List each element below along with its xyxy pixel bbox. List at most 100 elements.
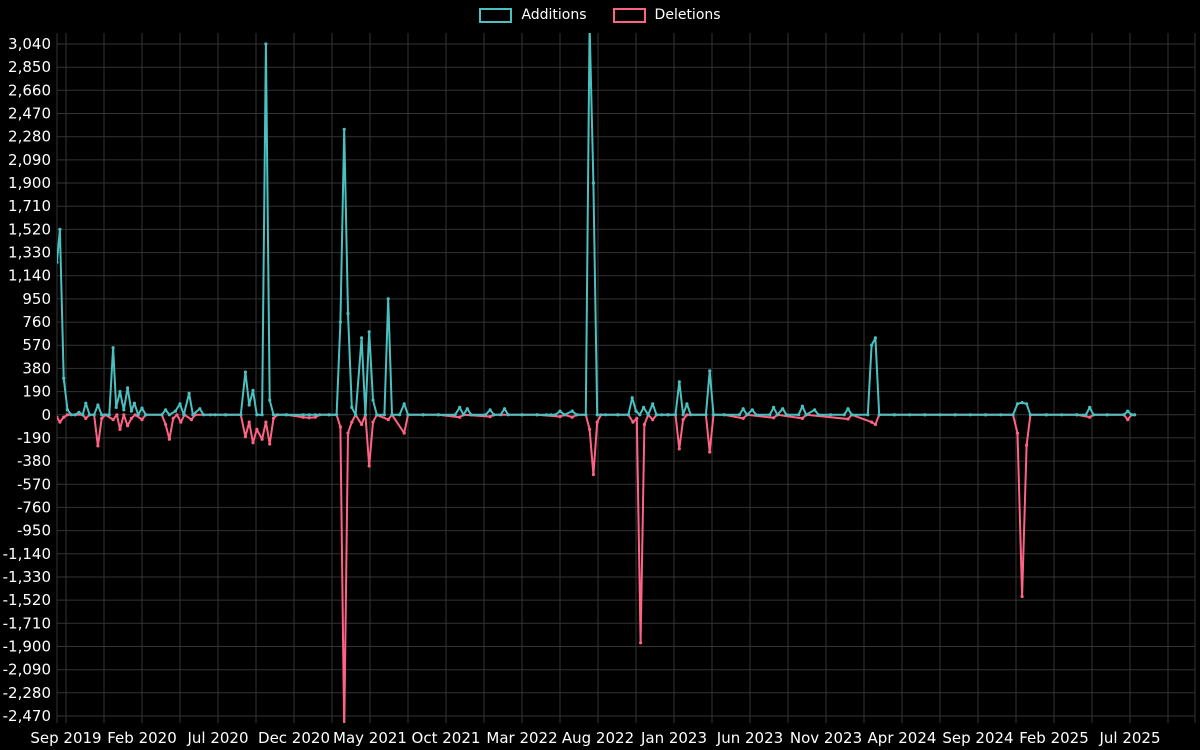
x-tick-label: Dec 2020 xyxy=(258,729,330,747)
data-point-additions xyxy=(132,401,136,405)
data-point-additions xyxy=(335,413,339,417)
data-point-additions xyxy=(563,413,567,417)
y-tick-label: 1,710 xyxy=(8,197,51,215)
data-point-additions xyxy=(363,413,367,417)
data-point-additions xyxy=(850,413,854,417)
data-point-additions xyxy=(436,413,440,417)
data-point-additions xyxy=(88,413,92,417)
data-point-additions xyxy=(1044,413,1048,417)
data-point-additions xyxy=(634,409,638,413)
data-point-additions xyxy=(722,413,726,417)
data-point-additions xyxy=(502,407,507,411)
y-tick-label: -1,710 xyxy=(3,614,51,632)
data-point-additions xyxy=(591,181,596,185)
data-point-additions xyxy=(284,413,288,417)
y-tick-label: 2,470 xyxy=(8,105,51,123)
y-tick-label: 1,520 xyxy=(8,220,51,238)
data-point-additions xyxy=(338,320,342,324)
data-point-additions xyxy=(953,413,957,417)
data-point-deletions xyxy=(371,420,375,424)
deletions-legend-label: Deletions xyxy=(654,7,721,23)
data-point-additions xyxy=(800,404,805,408)
data-point-additions xyxy=(461,413,466,417)
data-point-deletions xyxy=(57,415,59,419)
data-point-additions xyxy=(737,413,742,417)
data-point-deletions xyxy=(264,420,268,424)
data-point-deletions xyxy=(1020,594,1024,599)
x-tick-label: Mar 2022 xyxy=(486,729,557,747)
data-point-deletions xyxy=(367,464,371,468)
data-point-deletions xyxy=(642,422,647,427)
data-point-additions xyxy=(873,336,878,340)
data-point-additions xyxy=(350,405,354,409)
data-point-additions xyxy=(58,227,62,231)
data-point-deletions xyxy=(247,420,251,424)
data-point-additions xyxy=(84,401,88,405)
x-tick-label: Sep 2019 xyxy=(30,729,101,747)
data-point-additions xyxy=(492,413,496,417)
data-point-additions xyxy=(704,413,708,417)
data-point-deletions xyxy=(1088,415,1092,419)
x-tick-label: Jan 2023 xyxy=(640,729,707,747)
data-point-additions xyxy=(584,413,588,417)
data-point-additions xyxy=(1025,402,1029,406)
y-tick-label: 190 xyxy=(22,383,51,401)
x-tick-label: Oct 2021 xyxy=(412,729,481,747)
data-point-additions xyxy=(520,413,524,417)
data-point-deletions xyxy=(271,416,276,420)
data-point-deletions xyxy=(301,415,305,419)
data-point-deletions xyxy=(1015,431,1020,435)
data-point-deletions xyxy=(167,437,171,441)
data-point-additions xyxy=(745,413,749,417)
legend-item-additions[interactable]: Additions xyxy=(479,7,587,23)
data-point-additions xyxy=(750,408,754,412)
y-tick-label: -1,330 xyxy=(3,568,51,586)
data-point-deletions xyxy=(179,420,183,424)
data-point-deletions xyxy=(588,427,592,431)
data-point-additions xyxy=(923,413,927,417)
y-tick-label: -2,280 xyxy=(3,684,51,702)
data-point-additions xyxy=(57,260,59,264)
data-point-additions xyxy=(301,413,305,417)
y-tick-label: 1,330 xyxy=(8,244,51,262)
data-point-additions xyxy=(173,409,177,413)
data-point-additions xyxy=(968,413,973,417)
data-point-deletions xyxy=(251,441,255,445)
data-point-additions xyxy=(453,413,457,417)
data-point-additions xyxy=(892,413,897,417)
data-point-additions xyxy=(866,413,870,417)
data-point-deletions xyxy=(1126,418,1130,422)
data-point-additions xyxy=(558,409,562,413)
data-point-additions xyxy=(92,413,96,417)
data-point-additions xyxy=(870,343,874,347)
data-point-additions xyxy=(360,336,364,340)
legend-item-deletions[interactable]: Deletions xyxy=(612,7,721,23)
x-tick-label: Jun 2023 xyxy=(716,729,783,747)
data-point-deletions xyxy=(386,418,390,422)
data-point-deletions xyxy=(164,422,168,427)
chart-legend: Additions Deletions xyxy=(0,7,1200,23)
data-point-deletions xyxy=(129,416,133,420)
data-point-additions xyxy=(781,407,785,411)
data-point-additions xyxy=(570,409,574,413)
data-point-additions xyxy=(1126,409,1130,413)
data-point-additions xyxy=(553,413,558,417)
data-point-additions xyxy=(191,413,195,417)
data-point-additions xyxy=(224,413,228,417)
data-point-deletions xyxy=(243,435,247,439)
data-point-additions xyxy=(390,413,394,417)
data-point-additions xyxy=(741,407,745,411)
data-point-deletions xyxy=(338,425,342,429)
x-tick-label: Feb 2020 xyxy=(107,729,177,747)
data-point-additions xyxy=(465,407,469,411)
data-point-additions xyxy=(264,42,268,46)
data-point-additions xyxy=(342,127,346,131)
data-point-additions xyxy=(386,297,390,301)
data-point-deletions xyxy=(268,442,272,446)
data-point-additions xyxy=(681,413,685,417)
data-point-deletions xyxy=(685,413,689,417)
data-point-additions xyxy=(178,402,182,406)
x-tick-label: Aug 2022 xyxy=(562,729,634,747)
data-point-additions xyxy=(630,396,634,400)
data-point-additions xyxy=(768,413,772,417)
